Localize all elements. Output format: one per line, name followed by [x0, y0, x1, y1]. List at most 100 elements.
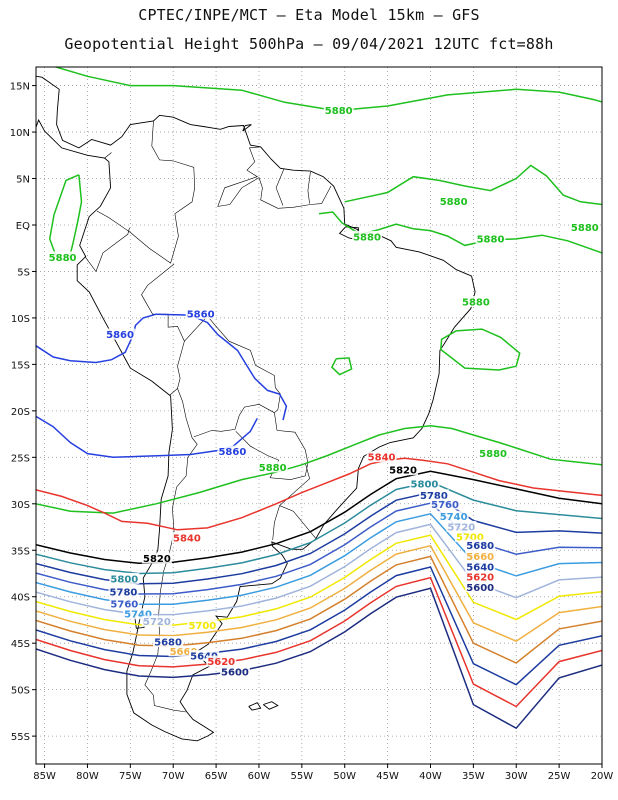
- contour-label-bg: [108, 585, 139, 597]
- contour-label-bg: [153, 636, 184, 648]
- map-title-line2: Geopotential Height 500hPa – 09/04/2021 …: [64, 35, 554, 53]
- contour-label-bg: [219, 665, 250, 677]
- country-border: [235, 412, 309, 480]
- contour-label: 5700: [456, 533, 484, 544]
- contour-label-bg: [352, 230, 383, 242]
- contour-label-bg: [465, 581, 496, 593]
- contour-5880-north: [53, 67, 602, 112]
- lat-lon-grid: [36, 67, 603, 764]
- plot-frame: [35, 66, 603, 765]
- contour-label: 5880: [477, 234, 505, 245]
- contour-label-bg: [47, 251, 78, 263]
- lon-tick-label: 60W: [248, 771, 271, 782]
- contour-5860-north: [36, 313, 288, 421]
- lon-tick-label: 30W: [505, 771, 528, 782]
- contour-label-bg: [171, 532, 202, 544]
- latitude-axis: 15N 10N 5N EQ 5S 10S 15S 20S 25S 30S 35S 40S 45S 50S 5…: [10, 82, 36, 743]
- contour-label-bg: [168, 645, 199, 657]
- contour-label-bg: [217, 445, 248, 457]
- contour-label: 5640: [466, 562, 494, 573]
- contour-label: 5760: [110, 600, 138, 611]
- contour-label: 5880: [462, 297, 490, 308]
- contour-label-bg: [109, 572, 140, 584]
- contour-5820: [36, 470, 602, 565]
- contour-label-bg: [438, 510, 469, 522]
- lat-tick-label: 15N: [10, 82, 30, 93]
- contour-label-bg: [409, 478, 440, 490]
- contour-label: 5720: [447, 522, 475, 533]
- island-outline: [248, 702, 262, 711]
- lon-tick-label: 40W: [419, 771, 442, 782]
- contour-label: 5880: [440, 197, 468, 208]
- contour-label-bg: [465, 550, 496, 562]
- contour-5620: [36, 576, 602, 708]
- lat-tick-label: 5N: [16, 175, 30, 186]
- height-contours: [36, 67, 602, 730]
- contour-label: 5880: [49, 253, 77, 264]
- country-border: [307, 171, 311, 204]
- contour-label: 5820: [389, 466, 417, 477]
- contour-label: 5880: [325, 106, 353, 117]
- contour-5880-tropical-atlantic: [344, 164, 602, 206]
- lon-tick-label: 85W: [33, 771, 56, 782]
- lon-tick-label: 35W: [462, 771, 485, 782]
- country-border: [84, 227, 130, 273]
- contour-label: 5740: [124, 610, 152, 621]
- contour-label-bg: [446, 520, 477, 532]
- contour-label: 5840: [368, 453, 396, 464]
- contour-label-bg: [569, 221, 600, 233]
- lat-tick-label: 35S: [11, 546, 30, 557]
- contour-5880-brazil-cell: [330, 357, 353, 376]
- country-border: [104, 152, 112, 159]
- contour-label-bg: [475, 232, 506, 244]
- contour-label: 5700: [188, 621, 216, 632]
- contour-label: 5880: [259, 463, 287, 474]
- contour-label: 5760: [431, 500, 459, 511]
- contour-5860-south: [36, 415, 258, 459]
- contour-label-bg: [109, 598, 140, 610]
- contour-labels: 5880 5880 5880 5880 5880 5880 5880 5880 5880 5860…: [47, 104, 600, 678]
- lon-tick-label: 70W: [162, 771, 185, 782]
- contour-label: 5620: [207, 657, 235, 668]
- contour-label-bg: [141, 615, 172, 627]
- country-border: [184, 315, 281, 413]
- contour-label-bg: [366, 451, 397, 463]
- lat-tick-label: 5S: [17, 267, 30, 278]
- contour-label-bg: [460, 295, 491, 307]
- contour-label: 5680: [154, 638, 182, 649]
- contour-label: 5880: [479, 449, 507, 460]
- island-outline: [242, 124, 252, 132]
- contour-label: 5660: [170, 647, 198, 658]
- contour-label: 5600: [466, 583, 494, 594]
- contour-label: 5860: [106, 330, 134, 341]
- contour-label: 5780: [110, 587, 138, 598]
- contour-label-bg: [478, 447, 509, 459]
- map-title-line1: CPTEC/INPE/MCT – Eta Model 15km – GFS: [138, 6, 480, 24]
- lon-tick-label: 80W: [76, 771, 99, 782]
- lat-tick-label: 45S: [11, 639, 30, 650]
- lat-tick-label: 50S: [11, 686, 30, 697]
- contour-label-bg: [206, 655, 237, 667]
- lat-tick-label: 55S: [11, 732, 30, 743]
- contour-label: 5880: [353, 232, 381, 243]
- contour-5880-atlantic-cell: [440, 328, 521, 371]
- contour-label: 5840: [173, 534, 201, 545]
- country-border: [193, 403, 275, 438]
- contour-label-bg: [465, 560, 496, 572]
- contour-label: 5640: [190, 652, 218, 663]
- lon-tick-label: 65W: [205, 771, 228, 782]
- contour-label-bg: [465, 571, 496, 583]
- contour-5660: [36, 555, 602, 664]
- lon-tick-label: 20W: [591, 771, 614, 782]
- island-outline: [263, 701, 279, 710]
- lat-tick-label: 40S: [11, 593, 30, 604]
- contour-5600: [36, 587, 602, 730]
- contour-label-bg: [454, 531, 485, 543]
- contour-label-bg: [438, 195, 469, 207]
- island-outline: [0, 223, 5, 234]
- country-border: [272, 505, 280, 541]
- contour-label-bg: [257, 461, 288, 473]
- contour-label-bg: [105, 328, 136, 340]
- contour-label: 5860: [218, 447, 246, 458]
- contour-label-bg: [187, 619, 218, 631]
